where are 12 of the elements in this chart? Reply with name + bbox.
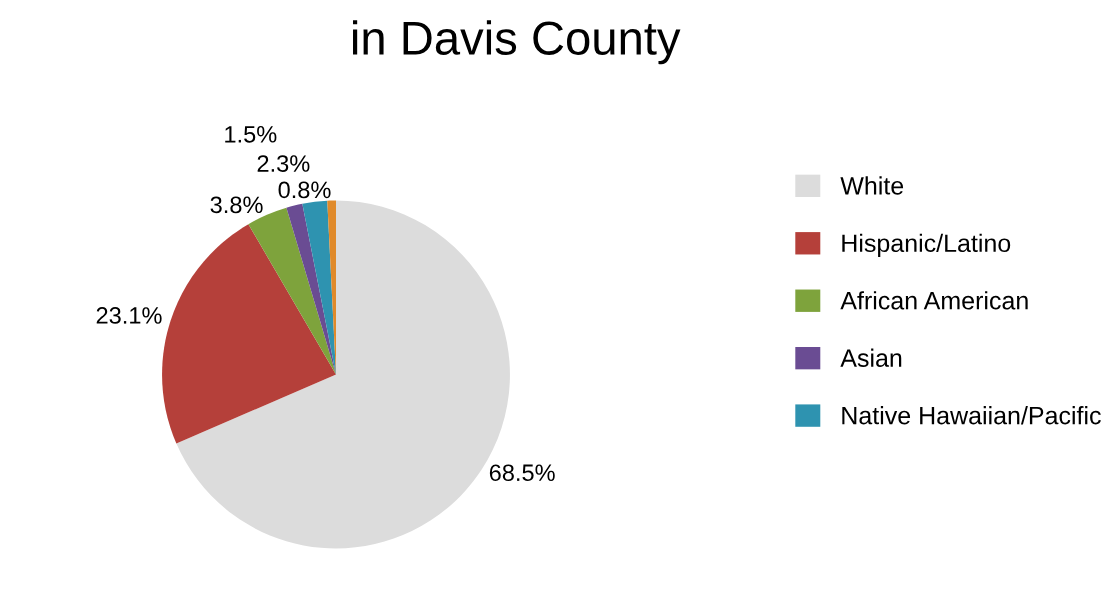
data-label: 68.5% <box>489 464 555 482</box>
legend-label: Hispanic/Latino <box>842 233 1011 258</box>
legend-label: Asian <box>840 348 902 367</box>
data-label: 1.5% <box>225 126 277 143</box>
data-label: 3.8% <box>210 196 263 214</box>
chart-title: in Davis County <box>353 20 681 65</box>
legend-label: White <box>840 176 904 195</box>
legend-label: Native Hawaiian/Pacific <box>842 406 1101 425</box>
data-label: 23.1% <box>96 307 162 324</box>
data-label: 2.3% <box>257 155 310 172</box>
legend-label: African American <box>840 291 1028 310</box>
data-label: 0.8% <box>278 181 331 199</box>
